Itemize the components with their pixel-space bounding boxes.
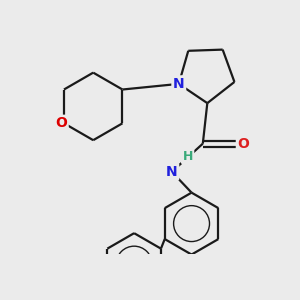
Text: H: H xyxy=(182,149,193,163)
Text: O: O xyxy=(55,116,67,130)
Text: N: N xyxy=(173,77,184,91)
Text: O: O xyxy=(237,137,249,151)
Text: N: N xyxy=(166,165,178,179)
